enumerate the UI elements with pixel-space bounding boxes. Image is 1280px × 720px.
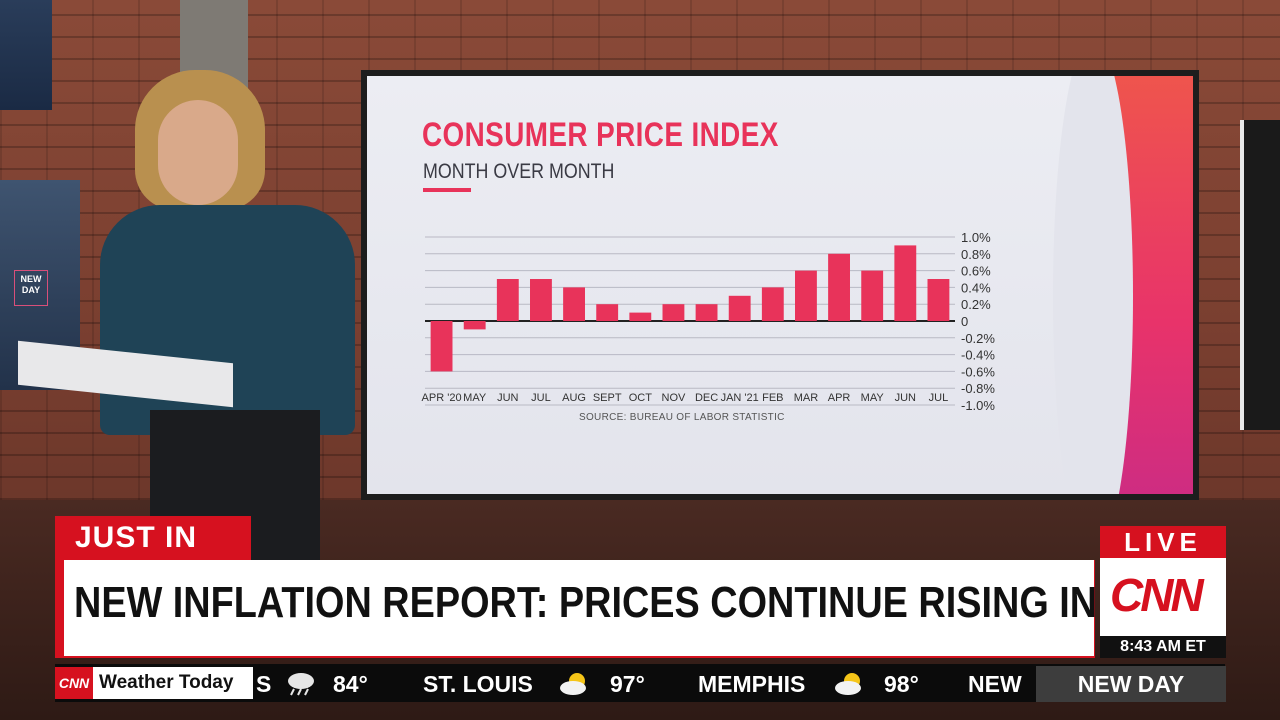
ticker-temp: 97°	[610, 671, 645, 697]
x-tick-label: JUN	[497, 392, 518, 404]
ticker-city: MEMPHIS	[698, 671, 806, 697]
y-tick-label: 1.0%	[961, 230, 991, 245]
cpi-bar	[463, 321, 486, 330]
ticker-city: NEW	[968, 671, 1022, 697]
new-day-logo: NEW DAY	[14, 270, 48, 306]
subtitle-rule	[423, 188, 471, 192]
cpi-bar	[894, 245, 917, 321]
rain-cloud-icon	[288, 673, 314, 696]
cpi-bar	[861, 270, 884, 321]
chart-source: SOURCE: BUREAU OF LABOR STATISTIC	[579, 412, 785, 423]
cpi-bar	[530, 279, 552, 321]
x-tick-label: JAN '21	[721, 392, 759, 404]
x-tick-label: DEC	[695, 392, 718, 404]
sun-cloud-icon	[835, 673, 861, 695]
cpi-bar	[662, 304, 685, 321]
cpi-bar	[496, 279, 519, 321]
cpi-bar	[927, 279, 950, 321]
chart-subtitle: MONTH OVER MONTH	[423, 160, 615, 183]
live-badge: LIVE	[1100, 526, 1226, 558]
ticker-temp: 84°	[333, 671, 368, 697]
x-tick-label: JUL	[531, 392, 551, 404]
x-tick-label: FEB	[762, 392, 783, 404]
cpi-bar	[761, 287, 784, 321]
sun-cloud-icon	[560, 673, 586, 695]
cnn-logo-box	[1100, 558, 1226, 636]
x-tick-label: JUL	[929, 392, 949, 404]
cpi-bar	[629, 312, 652, 321]
x-tick-label: MAY	[861, 392, 885, 404]
x-tick-label: NOV	[662, 392, 687, 404]
x-tick-label: APR	[828, 392, 851, 404]
ticker-show-name: NEW DAY	[1036, 666, 1226, 702]
clock: 8:43 AM ET	[1100, 636, 1226, 658]
x-tick-label: OCT	[629, 392, 653, 404]
cpi-bar	[695, 304, 718, 321]
x-tick-label: MAY	[463, 392, 487, 404]
screen-accent-edge	[1053, 76, 1133, 494]
x-tick-label: APR '20	[422, 392, 462, 404]
y-tick-label: -0.2%	[961, 331, 995, 346]
x-tick-label: JUN	[895, 392, 916, 404]
y-tick-label: 0.2%	[961, 297, 991, 312]
cpi-bar	[596, 304, 619, 321]
ticker-cnn-logo: CNN	[55, 667, 93, 699]
y-tick-label: 0.6%	[961, 264, 991, 279]
x-tick-label: AUG	[562, 392, 586, 404]
ticker-city: S	[256, 671, 272, 697]
cpi-bar-chart: 1.0% 0.8% 0.6%0.4% 0.2% 0 -0.2% -0.4%-0.6% -0.8…	[422, 230, 996, 413]
y-tick-label: -1.0%	[961, 398, 995, 413]
y-tick-label: 0	[961, 314, 968, 329]
y-tick-label: -0.6%	[961, 364, 995, 379]
chart-title: CONSUMER PRICE INDEX	[422, 116, 779, 154]
cpi-bar	[728, 295, 751, 321]
y-tick-label: -0.4%	[961, 348, 995, 363]
x-tick-label: MAR	[794, 392, 819, 404]
cpi-bar	[563, 287, 585, 321]
ticker-label: Weather Today	[93, 667, 253, 699]
chart-screen: CONSUMER PRICE INDEX MONTH OVER MONTH 1.…	[361, 70, 1199, 500]
y-tick-label: 0.4%	[961, 280, 991, 295]
cnn-logo: CNN	[1110, 569, 1204, 621]
y-tick-label: 0.8%	[961, 247, 991, 262]
headline-text: NEW INFLATION REPORT: PRICES CONTINUE RI…	[74, 578, 1182, 627]
just-in-tag: JUST IN	[55, 516, 251, 560]
studio-left-screen-top	[0, 0, 52, 110]
ticker-temp: 98°	[884, 671, 919, 697]
cpi-bar	[430, 321, 453, 372]
chart-panel: CONSUMER PRICE INDEX MONTH OVER MONTH 1.…	[367, 76, 1193, 494]
presenter-face	[158, 100, 238, 205]
studio-right-screen	[1240, 120, 1280, 430]
headline-panel	[64, 560, 1094, 656]
x-tick-label: SEPT	[593, 392, 622, 404]
ticker-city: ST. LOUIS	[423, 671, 533, 697]
y-tick-label: -0.8%	[961, 381, 995, 396]
cpi-bar	[795, 270, 817, 321]
cpi-bar	[828, 253, 850, 321]
